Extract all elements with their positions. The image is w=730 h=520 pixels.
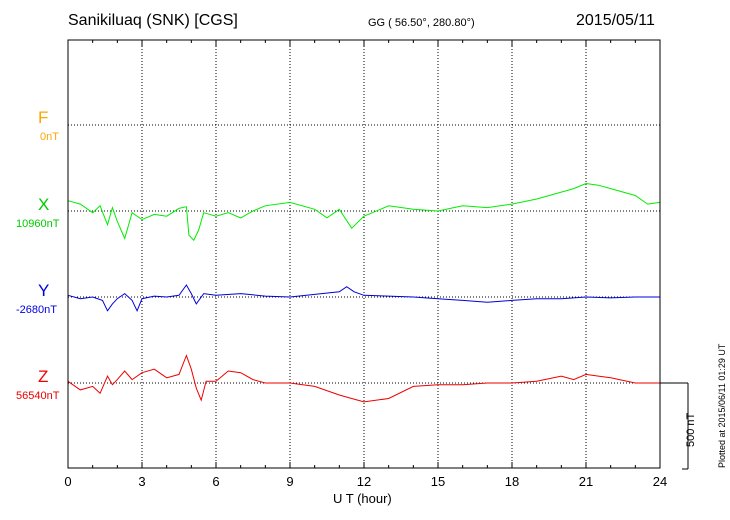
series-name-X: X [38,195,50,214]
x-ticks: 0 3 6 9 12 15 18 21 24 [64,40,667,489]
plotted-timestamp: Plotted at 2015/06/11 01:29 UT [717,343,727,468]
station-title: Sanikiluaq (SNK) [CGS] [68,12,238,29]
series-baseline-F: 0nT [40,131,59,143]
series-line-Y [67,284,660,313]
x-tick-label: 24 [653,474,667,489]
x-axis-label: U T (hour) [333,491,392,506]
date-label: 2015/05/11 [576,12,655,29]
series-lines [67,182,661,403]
series-baseline-X: 10960nT [16,218,60,230]
x-tick-label: 0 [64,474,71,489]
x-tick-label: 3 [138,474,145,489]
series-name-F: F [38,108,49,127]
grid [68,40,660,468]
series-name-Y: Y [38,281,50,300]
scale-bar-label: 500 nT [685,412,697,447]
x-tick-label: 21 [579,474,593,489]
series-baseline-Y: -2680nT [16,304,57,316]
x-tick-label: 18 [505,474,519,489]
x-tick-label: 15 [431,474,445,489]
geographic-coords: GG ( 56.50°, 280.80°) [368,17,475,29]
series-line-X [67,182,661,242]
x-tick-label: 6 [212,474,219,489]
x-tick-label: 9 [286,474,293,489]
scale-bar [660,382,689,470]
series-baseline-Z: 56540nT [16,390,60,402]
series-name-Z: Z [38,367,49,386]
series-line-Z [67,354,660,403]
x-tick-label: 12 [357,474,371,489]
